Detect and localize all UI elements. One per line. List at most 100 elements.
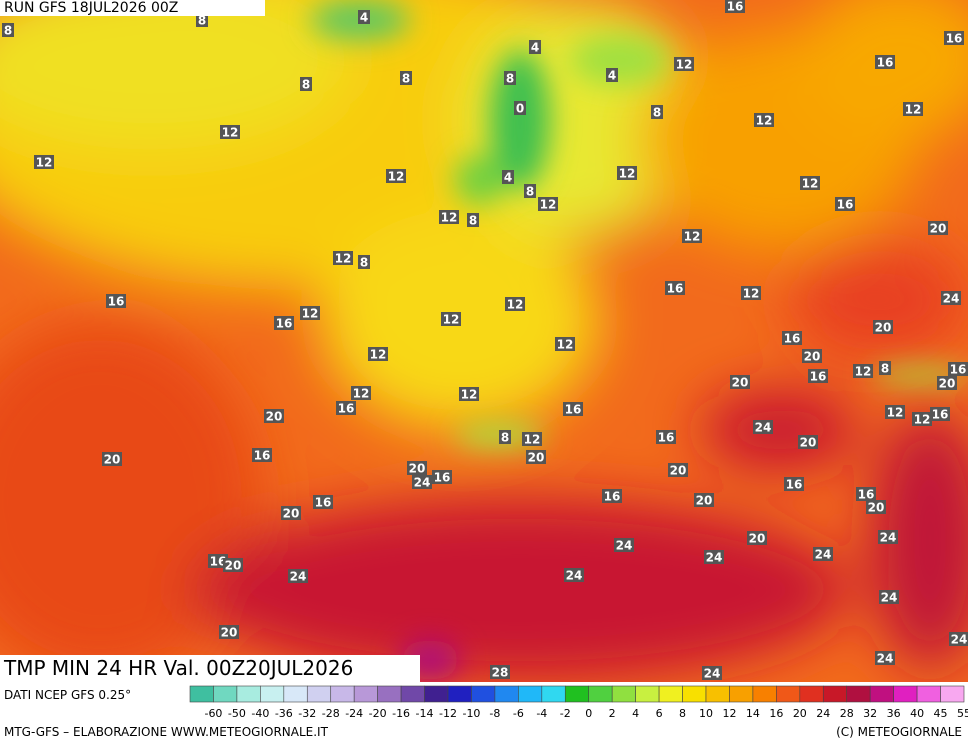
temp-label: 16 — [727, 0, 744, 14]
temp-label: 16 — [858, 488, 875, 502]
label-box — [704, 550, 724, 564]
colorbar-tick-label: 2 — [609, 707, 616, 720]
temp-label: 12 — [302, 307, 319, 321]
colorbar-tick-label: 8 — [679, 707, 686, 720]
colorbar-swatch — [799, 685, 824, 703]
temp-label: 16 — [784, 332, 801, 346]
colorbar-swatch — [846, 685, 871, 703]
label-box — [407, 461, 427, 475]
source-text: DATI NCEP GFS 0.25° — [4, 688, 132, 702]
temp-label: 8 — [302, 78, 310, 92]
temp-label: 24 — [414, 476, 431, 490]
temp-label: 24 — [706, 551, 723, 565]
temp-label: 12 — [443, 313, 460, 327]
colorbar-tick-label: 45 — [934, 707, 948, 720]
label-box — [941, 291, 961, 305]
label-box — [524, 184, 536, 198]
label-box — [730, 375, 750, 389]
label-box — [853, 364, 873, 378]
temp-label: 8 — [469, 214, 477, 228]
colorbar-tick-label: -12 — [439, 707, 457, 720]
temp-label: 16 — [877, 56, 894, 70]
colorbar-swatch — [306, 685, 332, 703]
colorbar-swatch — [729, 685, 754, 703]
label-box — [782, 331, 802, 345]
label-box — [274, 316, 294, 330]
temp-label: 12 — [335, 252, 352, 266]
label-box — [400, 71, 412, 85]
label-box — [264, 409, 284, 423]
label-box — [725, 0, 745, 13]
temp-label: 16 — [604, 490, 621, 504]
label-box — [502, 170, 514, 184]
colorbar-swatch — [189, 685, 214, 703]
credit-left: MTG-GFS – ELABORAZIONE WWW.METEOGIORNALE… — [4, 725, 328, 739]
label-box — [606, 68, 618, 82]
colorbar-swatch — [611, 685, 636, 703]
label-box — [459, 387, 479, 401]
label-box — [656, 430, 676, 444]
label-box — [439, 210, 459, 224]
label-box — [555, 337, 575, 351]
temp-label: 12 — [887, 406, 904, 420]
label-box — [875, 55, 895, 69]
colorbar-tick-label: -6 — [513, 707, 524, 720]
temp-label: 24 — [881, 591, 898, 605]
label-box — [538, 197, 558, 211]
temp-label: 20 — [930, 222, 947, 236]
temp-label: 16 — [108, 295, 125, 309]
colorbar-tick-label: -20 — [369, 707, 387, 720]
temp-label: 8 — [402, 72, 410, 86]
temp-label: 12 — [743, 287, 760, 301]
label-box — [617, 166, 637, 180]
temp-label: 8 — [501, 431, 509, 445]
label-box — [564, 568, 584, 582]
colorbar-swatch — [236, 685, 261, 703]
temp-label: 12 — [222, 126, 239, 140]
colorbar-tick-label: -32 — [298, 707, 316, 720]
colorbar-swatch — [400, 685, 425, 703]
temp-label: 16 — [946, 32, 963, 46]
temp-label: 24 — [880, 531, 897, 545]
label-box — [333, 251, 353, 265]
label-box — [223, 558, 243, 572]
label-box — [614, 538, 634, 552]
temp-label: 8 — [506, 72, 514, 86]
temp-label: 12 — [557, 338, 574, 352]
label-box — [300, 77, 312, 91]
label-box — [741, 286, 761, 300]
label-box — [529, 40, 541, 54]
temp-label: 12 — [914, 413, 931, 427]
colorbar-tick-label: -28 — [322, 707, 340, 720]
label-box — [514, 101, 526, 115]
label-box — [300, 306, 320, 320]
temp-label: 16 — [950, 363, 967, 377]
colorbar-tick-label: -14 — [416, 707, 434, 720]
temp-label: 20 — [804, 350, 821, 364]
temp-label: 24 — [755, 421, 772, 435]
temp-label: 16 — [786, 478, 803, 492]
map-title: TMP MIN 24 HR Val. 00Z20JUL2026 — [0, 655, 420, 682]
colorbar-swatch — [353, 685, 378, 703]
label-box — [944, 31, 964, 45]
label-box — [432, 470, 452, 484]
temp-label: 4 — [608, 69, 616, 83]
colorbar-tick-label: -4 — [536, 707, 547, 720]
label-box — [878, 530, 898, 544]
colorbar-tick-label: 28 — [840, 707, 854, 720]
colorbar-tick-label: -24 — [345, 707, 363, 720]
label-box — [802, 349, 822, 363]
temp-label: 24 — [566, 569, 583, 583]
colorbar-swatch — [260, 685, 285, 703]
temp-label: 24 — [704, 667, 721, 681]
temp-label: 16 — [338, 402, 355, 416]
colorbar-tick-label: 36 — [887, 707, 901, 720]
label-box — [336, 401, 356, 415]
colorbar-swatch — [471, 685, 496, 703]
label-box — [665, 281, 685, 295]
label-box — [912, 412, 932, 426]
label-box — [879, 590, 899, 604]
label-box — [930, 407, 950, 421]
temp-label: 16 — [434, 471, 451, 485]
